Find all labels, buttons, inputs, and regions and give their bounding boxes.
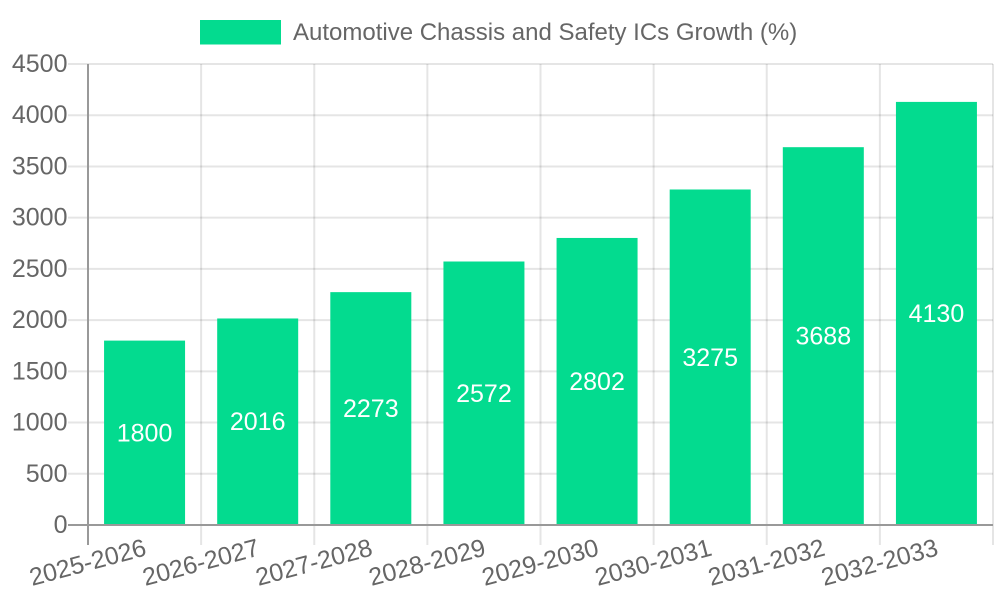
svg-text:2273: 2273 [343,395,399,423]
svg-text:3275: 3275 [682,344,738,372]
svg-text:4500: 4500 [12,50,68,78]
svg-text:2016: 2016 [230,408,286,436]
svg-text:3500: 3500 [12,152,68,180]
svg-text:3688: 3688 [795,323,851,351]
svg-text:2500: 2500 [12,255,68,283]
svg-text:3000: 3000 [12,204,68,232]
svg-text:4130: 4130 [909,300,965,328]
svg-text:1000: 1000 [12,409,68,437]
svg-text:1500: 1500 [12,357,68,385]
svg-text:2572: 2572 [456,380,512,408]
svg-text:2802: 2802 [569,368,625,396]
svg-text:1800: 1800 [117,419,173,447]
svg-text:Automotive Chassis and Safety: Automotive Chassis and Safety ICs Growth… [293,19,797,46]
svg-text:500: 500 [26,460,68,488]
svg-text:0: 0 [54,511,68,539]
svg-text:2000: 2000 [12,306,68,334]
svg-text:4000: 4000 [12,101,68,129]
